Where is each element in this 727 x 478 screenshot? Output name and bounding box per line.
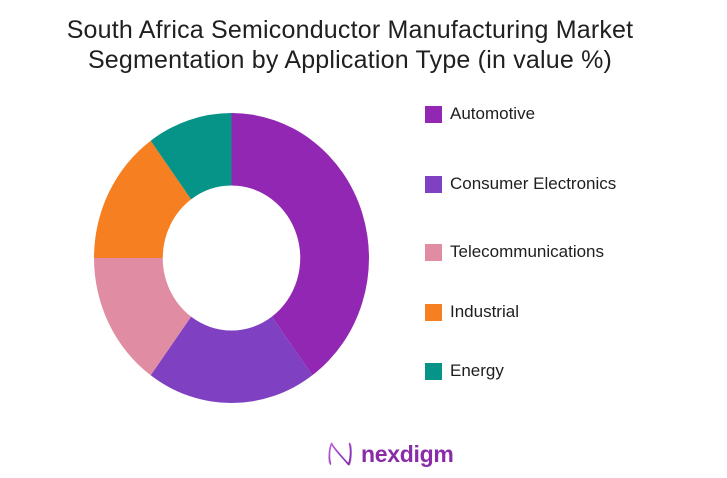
brand-logo: nexdigm — [327, 440, 454, 468]
legend-item-consumer-electronics: Consumer Electronics — [425, 174, 616, 194]
donut-segment-consumer-electronics — [150, 316, 313, 403]
chart-title: South Africa Semiconductor Manufacturing… — [0, 15, 700, 75]
chart-legend: Automotive Consumer Electronics Telecomm… — [425, 0, 715, 478]
legend-label: Telecommunications — [450, 242, 605, 261]
legend-label: Industrial — [450, 302, 519, 321]
chart-title-line1: South Africa Semiconductor Manufacturing… — [66, 16, 634, 44]
donut-segment-industrial — [94, 140, 192, 258]
nexdigm-logo-icon — [328, 442, 353, 466]
donut-segment-automotive — [231, 113, 369, 376]
legend-swatch-consumer-electronics — [425, 175, 442, 193]
donut-chart — [94, 113, 369, 403]
legend-swatch-telecommunications — [425, 243, 442, 261]
legend-swatch-industrial — [425, 303, 442, 321]
donut-segment-energy — [150, 113, 232, 200]
donut-chart-area — [94, 113, 369, 403]
legend-item-energy: Energy — [425, 361, 504, 381]
legend-label: Consumer Electronics — [450, 174, 617, 193]
legend-label: Energy — [450, 361, 504, 380]
legend-swatch-energy — [425, 362, 442, 380]
legend-label: Automotive — [450, 104, 536, 123]
legend-item-industrial: Industrial — [425, 302, 519, 322]
brand-name: nexdigm — [361, 441, 454, 467]
chart-title-line2: Segmentation by Application Type (in val… — [87, 46, 613, 74]
legend-swatch-automotive — [425, 105, 442, 123]
donut-segment-telecommunications — [94, 258, 192, 376]
legend-item-automotive: Automotive — [425, 104, 535, 124]
legend-item-telecommunications: Telecommunications — [425, 242, 604, 262]
